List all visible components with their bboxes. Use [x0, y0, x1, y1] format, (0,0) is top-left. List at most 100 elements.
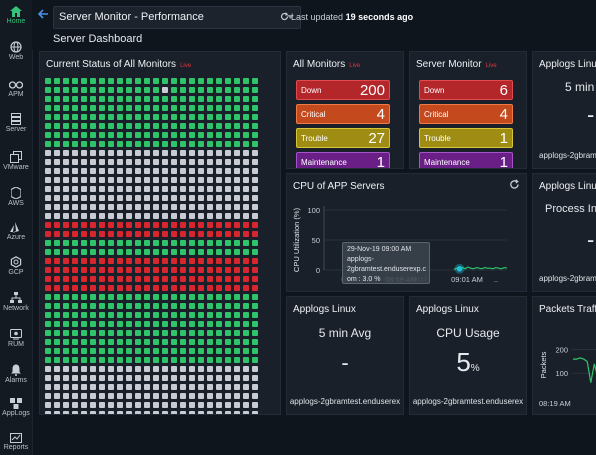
- monitor-status-cell[interactable]: [108, 330, 114, 336]
- monitor-status-cell[interactable]: [234, 402, 240, 408]
- monitor-status-cell[interactable]: [135, 411, 141, 414]
- monitor-status-cell[interactable]: [63, 195, 69, 201]
- monitor-status-cell[interactable]: [216, 348, 222, 354]
- monitor-status-cell[interactable]: [171, 240, 177, 246]
- monitor-status-cell[interactable]: [144, 105, 150, 111]
- monitor-status-cell[interactable]: [90, 150, 96, 156]
- monitor-status-cell[interactable]: [117, 249, 123, 255]
- monitor-status-cell[interactable]: [243, 339, 249, 345]
- monitor-status-cell[interactable]: [216, 78, 222, 84]
- monitor-status-cell[interactable]: [72, 78, 78, 84]
- monitor-status-cell[interactable]: [198, 132, 204, 138]
- monitor-status-cell[interactable]: [135, 276, 141, 282]
- monitor-status-cell[interactable]: [144, 177, 150, 183]
- monitor-status-cell[interactable]: [243, 231, 249, 237]
- monitor-status-cell[interactable]: [117, 195, 123, 201]
- monitor-status-cell[interactable]: [144, 267, 150, 273]
- monitor-status-cell[interactable]: [180, 132, 186, 138]
- monitor-status-cell[interactable]: [243, 393, 249, 399]
- monitor-status-cell[interactable]: [54, 87, 60, 93]
- monitor-status-cell[interactable]: [108, 321, 114, 327]
- monitor-status-cell[interactable]: [90, 258, 96, 264]
- monitor-status-cell[interactable]: [63, 141, 69, 147]
- monitor-status-cell[interactable]: [189, 78, 195, 84]
- monitor-status-cell[interactable]: [81, 312, 87, 318]
- monitor-status-cell[interactable]: [216, 411, 222, 414]
- monitor-status-cell[interactable]: [198, 222, 204, 228]
- monitor-status-cell[interactable]: [54, 222, 60, 228]
- monitor-status-cell[interactable]: [99, 303, 105, 309]
- monitor-status-cell[interactable]: [171, 348, 177, 354]
- monitor-status-cell[interactable]: [153, 186, 159, 192]
- monitor-status-cell[interactable]: [243, 267, 249, 273]
- monitor-status-cell[interactable]: [45, 321, 51, 327]
- monitor-status-cell[interactable]: [99, 276, 105, 282]
- monitor-status-cell[interactable]: [243, 411, 249, 414]
- monitor-status-cell[interactable]: [198, 231, 204, 237]
- monitor-status-cell[interactable]: [144, 78, 150, 84]
- monitor-status-cell[interactable]: [180, 177, 186, 183]
- monitor-status-cell[interactable]: [45, 303, 51, 309]
- monitor-status-cell[interactable]: [225, 105, 231, 111]
- monitor-status-cell[interactable]: [207, 339, 213, 345]
- monitor-status-cell[interactable]: [72, 249, 78, 255]
- monitor-status-cell[interactable]: [126, 303, 132, 309]
- monitor-status-cell[interactable]: [63, 123, 69, 129]
- monitor-status-cell[interactable]: [117, 294, 123, 300]
- monitor-status-cell[interactable]: [189, 204, 195, 210]
- monitor-status-cell[interactable]: [108, 366, 114, 372]
- monitor-status-cell[interactable]: [207, 411, 213, 414]
- monitor-status-cell[interactable]: [144, 348, 150, 354]
- monitor-status-cell[interactable]: [90, 402, 96, 408]
- monitor-status-cell[interactable]: [171, 105, 177, 111]
- monitor-status-cell[interactable]: [72, 366, 78, 372]
- monitor-status-cell[interactable]: [198, 141, 204, 147]
- monitor-status-cell[interactable]: [45, 267, 51, 273]
- monitor-status-cell[interactable]: [81, 123, 87, 129]
- monitor-status-cell[interactable]: [135, 168, 141, 174]
- monitor-status-cell[interactable]: [180, 267, 186, 273]
- monitor-status-cell[interactable]: [180, 141, 186, 147]
- sidebar-item-vmware[interactable]: VMware: [0, 151, 32, 171]
- monitor-status-cell[interactable]: [171, 312, 177, 318]
- maintenance-count-tile[interactable]: Maintenance 1: [419, 152, 513, 168]
- monitor-status-cell[interactable]: [243, 321, 249, 327]
- monitor-status-cell[interactable]: [126, 159, 132, 165]
- monitor-status-cell[interactable]: [234, 159, 240, 165]
- monitor-status-cell[interactable]: [54, 276, 60, 282]
- monitor-status-cell[interactable]: [225, 339, 231, 345]
- monitor-status-cell[interactable]: [135, 222, 141, 228]
- sidebar-item-apm[interactable]: APM: [0, 80, 32, 98]
- monitor-status-cell[interactable]: [225, 294, 231, 300]
- monitor-status-cell[interactable]: [90, 267, 96, 273]
- monitor-status-cell[interactable]: [90, 195, 96, 201]
- monitor-status-cell[interactable]: [153, 321, 159, 327]
- monitor-status-cell[interactable]: [171, 402, 177, 408]
- monitor-status-cell[interactable]: [108, 348, 114, 354]
- monitor-status-cell[interactable]: [198, 312, 204, 318]
- monitor-status-cell[interactable]: [81, 213, 87, 219]
- monitor-status-cell[interactable]: [216, 312, 222, 318]
- monitor-status-cell[interactable]: [153, 105, 159, 111]
- monitor-status-cell[interactable]: [171, 168, 177, 174]
- monitor-status-cell[interactable]: [189, 267, 195, 273]
- monitor-status-cell[interactable]: [144, 312, 150, 318]
- monitor-status-cell[interactable]: [72, 213, 78, 219]
- monitor-status-cell[interactable]: [99, 240, 105, 246]
- monitor-status-cell[interactable]: [225, 78, 231, 84]
- monitor-status-cell[interactable]: [135, 249, 141, 255]
- monitor-status-cell[interactable]: [108, 384, 114, 390]
- monitor-status-cell[interactable]: [72, 330, 78, 336]
- monitor-status-cell[interactable]: [72, 294, 78, 300]
- monitor-status-cell[interactable]: [126, 384, 132, 390]
- monitor-status-cell[interactable]: [225, 159, 231, 165]
- monitor-status-cell[interactable]: [243, 402, 249, 408]
- monitor-status-cell[interactable]: [126, 285, 132, 291]
- monitor-status-cell[interactable]: [198, 213, 204, 219]
- monitor-status-cell[interactable]: [135, 294, 141, 300]
- monitor-status-cell[interactable]: [162, 366, 168, 372]
- monitor-status-cell[interactable]: [108, 213, 114, 219]
- monitor-status-cell[interactable]: [207, 177, 213, 183]
- monitor-status-cell[interactable]: [243, 285, 249, 291]
- monitor-status-cell[interactable]: [117, 204, 123, 210]
